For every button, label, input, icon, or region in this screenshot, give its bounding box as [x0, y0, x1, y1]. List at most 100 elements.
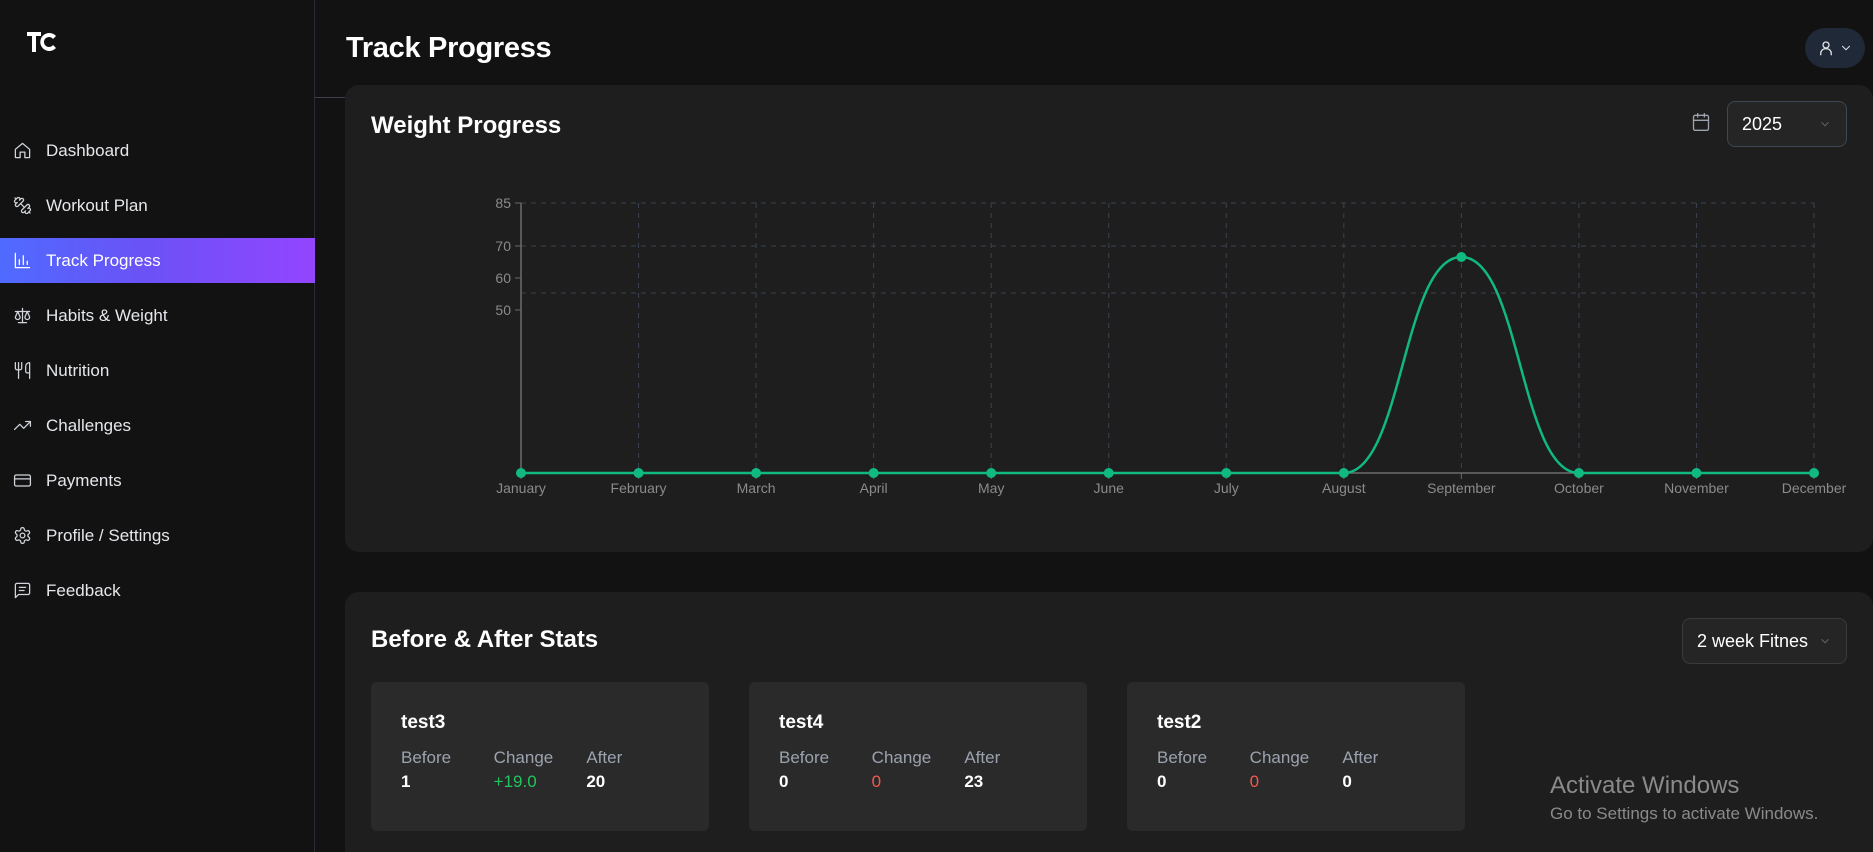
y-tick-label: 70 [495, 238, 511, 254]
sidebar-item-label: Profile / Settings [46, 525, 170, 545]
program-select-value: 2 week Fitnes [1697, 630, 1809, 651]
stat-card-name: test2 [1157, 712, 1202, 733]
change-value: 0 [1249, 772, 1260, 791]
sidebar-item-payments[interactable]: Payments [0, 458, 315, 503]
x-tick-label: February [611, 480, 667, 496]
chart-grid [521, 202, 1815, 473]
x-tick-label: March [737, 480, 776, 496]
chevron-down-icon [1821, 121, 1829, 127]
sidebar: Dashboard Workout Plan Track Progress Ha… [0, 0, 315, 852]
brand-logo[interactable] [26, 28, 60, 58]
x-tick-label: August [1322, 480, 1366, 496]
utensils-icon [12, 361, 32, 381]
data-point[interactable] [1456, 252, 1467, 262]
sidebar-item-nutrition[interactable]: Nutrition [0, 348, 315, 393]
data-point[interactable] [1809, 468, 1819, 478]
top-bar: Track Progress [315, 0, 1873, 98]
x-tick-label: November [1664, 480, 1729, 496]
sidebar-item-label: Payments [46, 470, 122, 490]
sidebar-item-track-progress[interactable]: Track Progress [0, 238, 315, 283]
stat-card: test4 Before 0 Change 0 After 23 [749, 682, 1087, 831]
change-label: Change [871, 748, 932, 767]
main-content: Track Progress Weight Progress 2025 85 7 [315, 0, 1873, 852]
data-point[interactable] [1338, 468, 1349, 478]
data-point[interactable] [751, 468, 762, 478]
change-value: +19.0 [493, 772, 537, 791]
calendar-icon [1691, 112, 1711, 137]
sidebar-item-label: Dashboard [46, 140, 130, 160]
before-after-title: Before & After Stats [371, 626, 599, 653]
x-axis: January February March April May June July Augu… [496, 472, 1847, 496]
x-tick-label: May [978, 480, 1004, 496]
sidebar-item-workout-plan[interactable]: Workout Plan [0, 183, 315, 228]
user-menu-button[interactable] [1805, 28, 1865, 68]
sidebar-item-label: Workout Plan [46, 195, 148, 215]
y-axis: 85 70 60 50 [495, 195, 522, 473]
sidebar-item-label: Feedback [46, 580, 121, 600]
credit-card-icon [12, 471, 32, 491]
y-tick-label: 50 [495, 302, 511, 318]
sidebar-item-label: Nutrition [46, 360, 110, 380]
x-tick-label: December [1782, 480, 1847, 496]
x-tick-label: October [1554, 480, 1604, 496]
after-label: After [586, 748, 623, 767]
x-tick-label: April [860, 480, 888, 496]
after-value: 0 [1342, 772, 1352, 791]
sidebar-item-label: Habits & Weight [46, 305, 168, 325]
windows-activation-watermark: Activate Windows Go to Settings to activ… [1550, 772, 1818, 824]
program-select[interactable]: 2 week Fitnes [1682, 618, 1847, 664]
sidebar-item-habits-weight[interactable]: Habits & Weight [0, 293, 315, 338]
x-tick-label: September [1427, 480, 1496, 496]
data-point[interactable] [1691, 468, 1702, 478]
bar-chart-icon [12, 251, 32, 271]
scale-icon [12, 306, 32, 326]
tc-logo-icon [27, 32, 56, 52]
before-value: 0 [1157, 772, 1167, 791]
weight-line-chart: 85 70 60 50 January February March April May Jun… [495, 195, 1847, 496]
change-label: Change [493, 748, 554, 767]
after-value: 23 [964, 772, 984, 791]
user-icon [1820, 41, 1832, 56]
year-select-value: 2025 [1742, 113, 1783, 134]
sidebar-item-profile-settings[interactable]: Profile / Settings [0, 513, 315, 558]
chevron-down-icon [1842, 45, 1850, 51]
year-select[interactable]: 2025 [1727, 101, 1847, 147]
data-point[interactable] [986, 468, 997, 478]
message-icon [12, 581, 32, 601]
sidebar-item-dashboard[interactable]: Dashboard [0, 128, 315, 173]
x-tick-label: July [1214, 480, 1239, 496]
gear-icon [12, 526, 32, 546]
page-title: Track Progress [346, 32, 552, 64]
data-point[interactable] [868, 468, 879, 478]
after-label: After [1342, 748, 1379, 767]
before-label: Before [1157, 748, 1208, 767]
sidebar-item-label: Track Progress [46, 250, 161, 270]
dumbbell-icon [12, 196, 32, 216]
data-point[interactable] [1221, 468, 1232, 478]
before-after-card: Before & After Stats 2 week Fitnes test3… [345, 592, 1873, 852]
stat-card: test2 Before 0 Change 0 After 0 [1127, 682, 1465, 831]
weight-series-points [516, 252, 1819, 478]
home-icon [12, 141, 32, 161]
y-tick-label: 60 [495, 270, 511, 286]
weight-series-line [520, 255, 1814, 475]
stat-card-name: test4 [779, 712, 824, 733]
before-label: Before [779, 748, 830, 767]
sidebar-item-challenges[interactable]: Challenges [0, 403, 315, 448]
change-value: 0 [871, 772, 882, 791]
change-label: Change [1249, 748, 1310, 767]
x-tick-label: January [496, 480, 546, 496]
stat-card: test3 Before 1 Change +19.0 After 20 [371, 682, 709, 831]
data-point[interactable] [1103, 468, 1114, 478]
weight-progress-title: Weight Progress [371, 112, 562, 139]
x-tick-label: June [1094, 480, 1125, 496]
after-label: After [964, 748, 1001, 767]
sidebar-item-feedback[interactable]: Feedback [0, 568, 315, 613]
watermark-line2: Go to Settings to activate Windows. [1550, 804, 1819, 823]
data-point[interactable] [516, 468, 526, 478]
watermark-line1: Activate Windows [1550, 772, 1740, 799]
chevron-down-icon [1821, 638, 1829, 644]
data-point[interactable] [633, 468, 644, 478]
data-point[interactable] [1573, 468, 1584, 478]
year-filter: 2025 [1691, 101, 1847, 147]
